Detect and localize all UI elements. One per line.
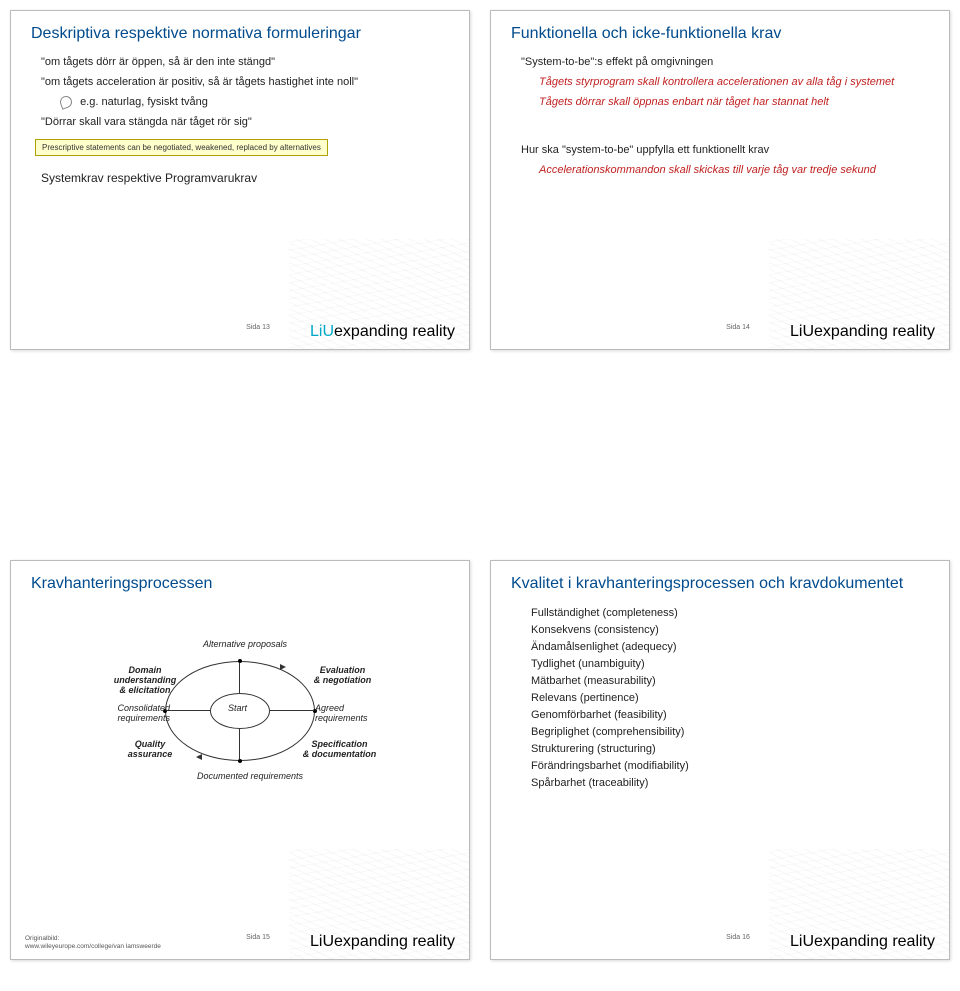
connector	[239, 663, 240, 693]
slide-footer: Sida 16 LiU expanding reality	[491, 921, 949, 951]
block-head: "System-to-be":s effekt på omgivningen	[521, 55, 927, 71]
list-item: Konsekvens (consistency)	[531, 624, 929, 636]
logo-tagline: expanding reality	[334, 933, 455, 951]
text-line: "om tågets dörr är öppen, så är den inte…	[41, 55, 447, 71]
label-du: Domain understanding & elicitation	[100, 665, 190, 695]
slide-1: Deskriptiva respektive normativa formule…	[10, 10, 470, 350]
label-start: Start	[228, 703, 247, 713]
connector	[166, 710, 210, 711]
arrowhead-icon	[280, 664, 286, 670]
logo: LiU expanding reality	[310, 921, 455, 951]
text-line: "om tågets acceleration är positiv, så ä…	[41, 75, 447, 91]
label-spec: Specification & documentation	[292, 739, 387, 759]
slide-body: "om tågets dörr är öppen, så är den inte…	[11, 51, 469, 188]
label-agreed: Agreed requirements	[315, 703, 385, 723]
dot	[238, 759, 242, 763]
slide-3: Kravhanteringsprocessen Alternative prop…	[10, 560, 470, 960]
process-diagram: Alternative proposals Domain understandi…	[110, 621, 370, 811]
list-item: Strukturering (structuring)	[531, 743, 929, 755]
text-line-indent: e.g. naturlag, fysiskt tvång	[41, 95, 447, 111]
label-alt: Alternative proposals	[190, 639, 300, 649]
list-item: Förändringsbarhet (modifiability)	[531, 760, 929, 772]
list-item: Genomförbarhet (feasibility)	[531, 709, 929, 721]
slide-title: Funktionella och icke-funktionella krav	[491, 11, 949, 51]
slide-footer: Sida 13 LiU expanding reality	[11, 311, 469, 341]
logo-tagline: expanding reality	[334, 323, 455, 341]
page-number: Sida 15	[246, 934, 270, 941]
quality-list: Fullständighet (completeness) Konsekvens…	[491, 601, 949, 789]
text-line: "Dörrar skall vara stängda när tåget rör…	[41, 115, 447, 131]
logo-tagline: expanding reality	[814, 933, 935, 951]
arrowhead-icon	[196, 754, 202, 760]
logo-text: LiU	[310, 933, 334, 951]
slide-title: Deskriptiva respektive normativa formule…	[11, 11, 469, 51]
list-item: Tydlighet (unambiguity)	[531, 658, 929, 670]
page-number: Sida 13	[246, 324, 270, 331]
logo-tagline: expanding reality	[814, 323, 935, 341]
logo-text: LiU	[790, 323, 814, 341]
callout-box: Prescriptive statements can be negotiate…	[35, 139, 328, 157]
list-item: Mätbarhet (measurability)	[531, 675, 929, 687]
list-item: Begriplighet (comprehensibility)	[531, 726, 929, 738]
slide-body: "System-to-be":s effekt på omgivningen T…	[491, 51, 949, 179]
label-doc: Documented requirements	[180, 771, 320, 781]
red-line: Tågets styrprogram skall kontrollera acc…	[521, 75, 927, 91]
slide-2: Funktionella och icke-funktionella krav …	[490, 10, 950, 350]
connector	[270, 710, 314, 711]
logo-text: LiU	[790, 933, 814, 951]
sub-heading: Systemkrav respektive Programvarukrav	[41, 170, 447, 187]
logo: LiU expanding reality	[790, 921, 935, 951]
logo: LiU expanding reality	[310, 311, 455, 341]
red-line: Accelerationskommandon skall skickas til…	[521, 163, 927, 179]
label-cons: Consolidated requirements	[92, 703, 170, 723]
block-head: Hur ska "system-to-be" uppfylla ett funk…	[521, 143, 927, 159]
slide-footer: Sida 14 LiU expanding reality	[491, 311, 949, 341]
page-number: Sida 14	[726, 324, 750, 331]
slide-footer: Sida 15 LiU expanding reality	[11, 921, 469, 951]
logo: LiU expanding reality	[790, 311, 935, 341]
logo-text: LiU	[310, 323, 334, 341]
indent-text: e.g. naturlag, fysiskt tvång	[80, 96, 208, 108]
red-line: Tågets dörrar skall öppnas enbart när tå…	[521, 95, 927, 111]
label-ev: Evaluation & negotiation	[300, 665, 385, 685]
list-item: Spårbarhet (traceability)	[531, 777, 929, 789]
connector	[239, 729, 240, 759]
slide-title: Kravhanteringsprocessen	[11, 561, 469, 601]
pointer-icon	[59, 96, 73, 108]
page-number: Sida 16	[726, 934, 750, 941]
list-item: Fullständighet (completeness)	[531, 607, 929, 619]
label-qa: Quality assurance	[110, 739, 190, 759]
slide-4: Kvalitet i kravhanteringsprocessen och k…	[490, 560, 950, 960]
list-item: Ändamålsenlighet (adequecy)	[531, 641, 929, 653]
list-item: Relevans (pertinence)	[531, 692, 929, 704]
slide-title: Kvalitet i kravhanteringsprocessen och k…	[491, 561, 949, 601]
